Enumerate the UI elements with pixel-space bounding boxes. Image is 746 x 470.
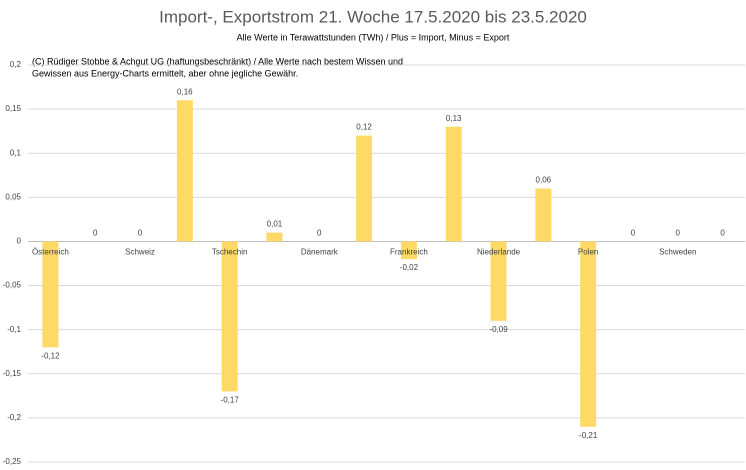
bar (535, 188, 552, 242)
bar (490, 241, 507, 321)
data-label: -0,12 (41, 351, 60, 360)
y-tick-label: -0,05 (3, 281, 22, 290)
bar (176, 100, 193, 242)
y-tick-label: 0,2 (10, 60, 22, 69)
data-label: 0,12 (356, 123, 372, 132)
x-tick-label: Schweden (659, 248, 696, 257)
data-label: 0 (720, 229, 725, 238)
bar (445, 126, 462, 242)
x-tick-label: Schweiz (125, 248, 155, 257)
bar (221, 241, 238, 392)
x-tick-label: Österreich (32, 248, 69, 257)
x-tick-label: Polen (578, 248, 598, 257)
bar (266, 232, 283, 242)
y-tick-label: 0,05 (5, 192, 21, 201)
data-label: 0,01 (267, 220, 283, 229)
chart-subtitle: Alle Werte in Terawattstunden (TWh) / Pl… (237, 32, 510, 42)
data-label: 0 (138, 229, 143, 238)
x-tick-label: Tschechin (212, 248, 248, 257)
data-label: 0,13 (446, 114, 462, 123)
y-tick-label: 0 (17, 237, 22, 246)
y-tick-label: -0,15 (3, 369, 22, 378)
data-label: -0,02 (400, 263, 419, 272)
data-label: 0 (93, 229, 98, 238)
y-tick-label: -0,2 (7, 413, 21, 422)
data-label: 0 (676, 229, 681, 238)
y-tick-label: 0,1 (10, 148, 22, 157)
data-label: 0 (317, 229, 322, 238)
y-tick-label: -0,25 (3, 457, 22, 466)
data-label: 0 (631, 229, 636, 238)
bar (42, 241, 59, 348)
data-label: 0,06 (536, 176, 552, 185)
data-label: -0,17 (221, 396, 240, 405)
y-tick-label: 0,15 (5, 104, 21, 113)
x-tick-label: Frankreich (390, 248, 428, 257)
data-label: 0,16 (177, 87, 193, 96)
x-tick-label: Niederlande (477, 248, 521, 257)
bar (356, 135, 373, 242)
bar (400, 241, 417, 260)
data-label: -0,09 (489, 325, 508, 334)
x-tick-label: Dänemark (301, 248, 339, 257)
y-tick-label: -0,1 (7, 325, 21, 334)
bar (580, 241, 597, 427)
chart-title: Import-, Exportstrom 21. Woche 17.5.2020… (159, 7, 587, 26)
annotation: (C) Rüdiger Stobbe & Achgut UG (haftungs… (32, 56, 403, 66)
data-label: -0,21 (579, 431, 598, 440)
annotation: Gewissen aus Energy-Charts ermittelt, ab… (32, 68, 298, 78)
